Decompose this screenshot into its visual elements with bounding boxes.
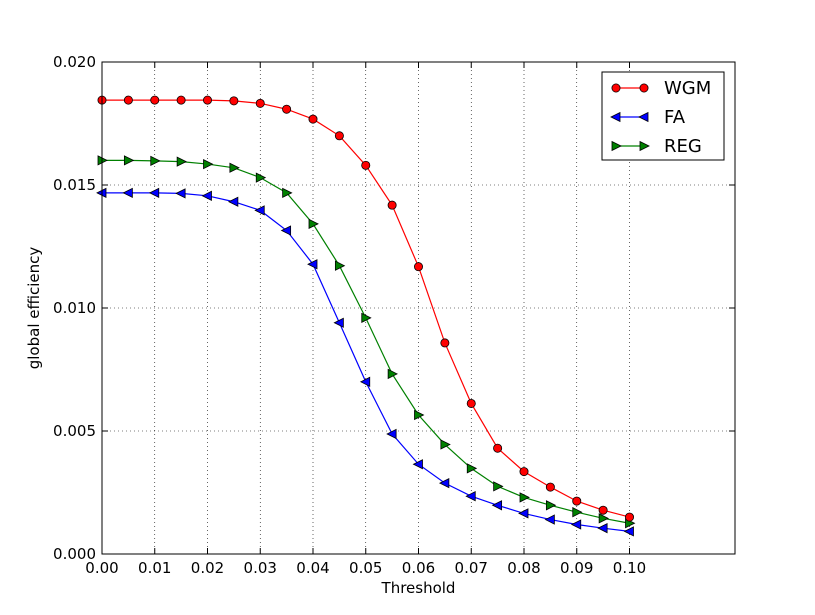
data-point-triangle-left	[254, 205, 265, 216]
data-point-triangle-left	[280, 225, 292, 236]
data-point-circle	[639, 83, 649, 93]
data-point-triangle-right	[387, 368, 399, 380]
data-point-circle	[123, 95, 133, 105]
data-point-triangle-right	[414, 409, 425, 421]
data-point-triangle-right	[545, 500, 557, 511]
y-tick-label: 0.010	[53, 299, 96, 317]
data-point-circle	[202, 95, 212, 105]
data-point-triangle-right	[611, 140, 622, 152]
data-point-triangle-right	[229, 162, 240, 173]
data-point-triangle-left	[491, 500, 503, 511]
data-point-triangle-left	[359, 376, 371, 387]
data-point-circle	[572, 496, 582, 506]
data-point-triangle-right	[519, 492, 530, 503]
data-point-circle	[493, 443, 503, 453]
data-point-circle	[282, 104, 292, 114]
data-point-circle	[229, 96, 239, 106]
x-tick-label: 0.08	[507, 559, 540, 577]
data-point-circle	[598, 505, 608, 515]
data-point-triangle-right	[282, 187, 293, 199]
data-point-triangle-left	[623, 526, 634, 537]
data-point-triangle-left	[638, 111, 649, 123]
data-point-triangle-left	[412, 459, 423, 470]
x-tick-label: 0.05	[349, 559, 382, 577]
data-point-circle	[440, 338, 450, 348]
data-point-triangle-left	[570, 519, 582, 530]
data-point-circle	[545, 482, 555, 492]
data-point-triangle-right	[308, 218, 319, 230]
data-point-triangle-left	[307, 259, 318, 270]
data-point-triangle-right	[572, 507, 583, 518]
x-tick-label: 0.04	[296, 559, 329, 577]
x-tick-label: 0.09	[560, 559, 593, 577]
data-point-circle	[387, 200, 397, 210]
data-point-circle	[625, 512, 635, 522]
x-tick-label: 0.00	[85, 559, 118, 577]
legend-entry-reg: REG	[611, 136, 702, 157]
data-point-circle	[611, 83, 621, 93]
data-point-triangle-left	[610, 111, 621, 123]
data-point-triangle-left	[465, 491, 476, 502]
data-point-triangle-right	[598, 513, 610, 524]
y-axis-label: global efficiency	[25, 247, 43, 370]
data-point-circle	[466, 398, 476, 408]
series-fa	[96, 187, 634, 537]
x-tick-label: 0.02	[191, 559, 224, 577]
data-point-circle	[176, 95, 186, 105]
data-point-triangle-left	[148, 187, 160, 199]
data-point-triangle-right	[361, 312, 372, 323]
y-tick-label: 0.020	[53, 53, 96, 71]
data-point-triangle-right	[123, 155, 135, 166]
data-point-circle	[413, 262, 423, 272]
legend-box	[601, 71, 725, 161]
data-point-triangle-right	[493, 481, 504, 492]
legend-label: FA	[664, 107, 686, 128]
data-point-triangle-right	[440, 439, 451, 450]
data-point-circle	[255, 98, 265, 108]
x-tick-label: 0.10	[613, 559, 646, 577]
data-point-circle	[519, 467, 529, 477]
data-point-triangle-left	[386, 428, 397, 440]
data-point-triangle-left	[122, 187, 133, 199]
data-point-triangle-right	[639, 140, 650, 152]
legend: WGM FA REG	[601, 71, 725, 161]
data-point-triangle-left	[597, 523, 608, 534]
legend-label: WGM	[664, 78, 711, 99]
data-point-circle	[334, 131, 344, 141]
data-point-triangle-left	[438, 478, 450, 489]
data-point-triangle-right	[334, 260, 346, 271]
x-axis-label: Threshold	[381, 579, 456, 597]
data-point-circle	[308, 114, 318, 124]
data-point-triangle-left	[227, 196, 239, 207]
grid	[102, 62, 735, 554]
data-point-triangle-left	[333, 317, 344, 328]
legend-entry-fa: FA	[610, 107, 686, 128]
data-point-triangle-left	[518, 508, 529, 519]
data-point-triangle-right	[203, 158, 214, 170]
plot-series	[96, 95, 636, 537]
data-point-triangle-right	[255, 172, 267, 183]
series-wgm	[97, 95, 635, 522]
data-point-triangle-left	[544, 514, 555, 525]
data-point-triangle-right	[466, 463, 478, 474]
y-tick-label: 0.015	[53, 176, 96, 194]
data-point-circle	[150, 95, 160, 105]
data-point-triangle-right	[176, 156, 188, 167]
x-tick-label: 0.03	[244, 559, 277, 577]
data-point-triangle-left	[175, 188, 186, 199]
data-point-triangle-left	[201, 190, 212, 201]
data-point-circle	[361, 160, 371, 170]
x-tick-label: 0.06	[402, 559, 435, 577]
x-tick-label: 0.01	[138, 559, 171, 577]
legend-label: REG	[664, 136, 702, 157]
data-point-triangle-right	[150, 155, 161, 167]
axis-ticks: 0.00 0.01 0.02 0.03 0.04 0.05 0.06 0.07 0.08 0.09…	[53, 53, 735, 577]
legend-entry-wgm: WGM	[611, 78, 711, 99]
y-tick-label: 0.005	[53, 422, 96, 440]
series-reg	[97, 155, 636, 529]
x-tick-label: 0.07	[455, 559, 488, 577]
y-tick-label: 0.000	[53, 545, 96, 563]
